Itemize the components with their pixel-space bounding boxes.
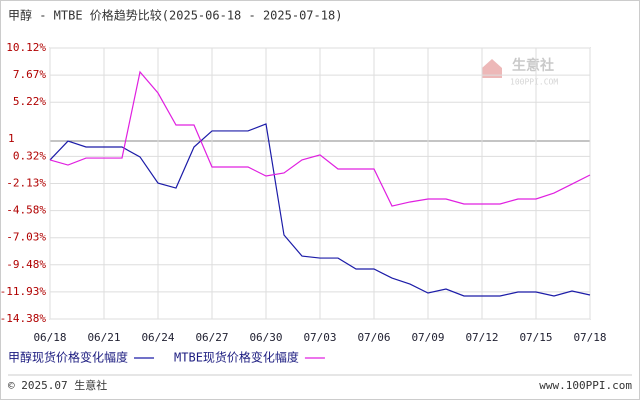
x-tick-label: 06/27: [195, 331, 228, 344]
x-tick-label: 07/06: [357, 331, 390, 344]
watermark-logo: [482, 59, 502, 78]
x-tick-label: 07/12: [465, 331, 498, 344]
reference-label: 1: [8, 132, 15, 145]
x-tick-label: 07/18: [573, 331, 606, 344]
y-tick-label: 5.22%: [13, 95, 46, 108]
y-tick-label: 10.12%: [6, 41, 46, 54]
y-tick-label: 7.67%: [13, 68, 46, 81]
x-tick-label: 06/18: [33, 331, 66, 344]
y-tick-label: 0.32%: [13, 149, 46, 162]
series-line: [49, 123, 591, 297]
watermark-name: 生意社: [512, 57, 554, 74]
footer-left: © 2025.07 生意社: [8, 378, 107, 392]
chart-title: 甲醇 - MTBE 价格趋势比较(2025-06-18 - 2025-07-18…: [8, 8, 342, 23]
legend-label: 甲醇现货价格变化幅度: [8, 350, 128, 365]
y-tick-label: -2.13%: [6, 177, 46, 190]
x-tick-label: 07/03: [303, 331, 336, 344]
legend-label: MTBE现货价格变化幅度: [174, 350, 299, 365]
watermark-url: 100PPI.COM: [510, 78, 558, 87]
x-tick-label: 07/09: [411, 331, 444, 344]
series-line: [49, 70, 591, 207]
y-tick-label: -14.38%: [0, 312, 46, 325]
x-tick-label: 07/15: [519, 331, 552, 344]
x-tick-label: 06/21: [87, 331, 120, 344]
y-tick-label: -9.48%: [6, 258, 46, 271]
footer-right: www.100PPI.com: [539, 379, 632, 392]
y-tick-label: -4.58%: [6, 204, 46, 217]
watermark: 生意社 100PPI.COM: [482, 57, 558, 87]
x-tick-label: 06/24: [141, 331, 174, 344]
x-tick-label: 06/30: [249, 331, 282, 344]
y-tick-label: -11.93%: [0, 285, 46, 298]
y-tick-label: -7.03%: [6, 231, 46, 244]
